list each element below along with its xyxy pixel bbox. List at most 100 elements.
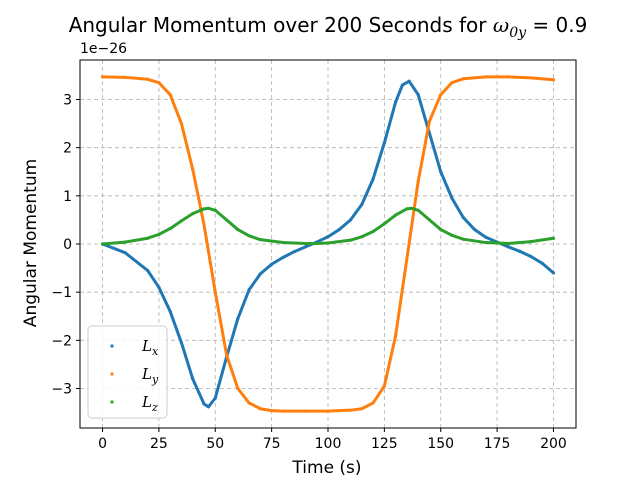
series-ly-point	[213, 290, 217, 294]
series-ly-point	[506, 75, 510, 79]
series-lx-point	[292, 250, 296, 254]
series-lx-point	[407, 79, 411, 83]
legend: Lx Ly Lz	[87, 325, 168, 419]
series-lz-point	[315, 241, 319, 246]
y-tick-label: 2	[63, 141, 72, 157]
series-lx-point	[247, 288, 251, 292]
series-lx-point	[179, 341, 184, 345]
series-lz-point	[258, 238, 262, 242]
x-tick-label: 50	[206, 436, 224, 452]
legend-marker-ly	[110, 372, 114, 376]
series-lx-point	[506, 245, 510, 249]
series-lx-point	[258, 272, 262, 276]
series-lz-point	[157, 232, 161, 236]
series-lz-point	[551, 236, 556, 240]
series-ly-point	[247, 401, 251, 405]
x-tick-label: 175	[484, 436, 511, 452]
legend-label-lz: Lz	[141, 393, 158, 414]
series-lx-point	[360, 202, 364, 207]
series-lz-point	[484, 240, 488, 245]
series-ly-point	[405, 256, 409, 261]
y-tick-label: 3	[63, 92, 72, 108]
series-lx-point	[281, 255, 285, 260]
series-ly-point	[461, 77, 465, 81]
series-lx-point	[168, 309, 172, 314]
legend-label-lx: Lx	[141, 337, 159, 358]
series-lx-point	[461, 215, 465, 220]
title-suffix: = 0.9	[526, 13, 587, 37]
series-ly-point	[258, 407, 262, 411]
series-lz-point	[439, 227, 443, 232]
series-ly-point	[360, 407, 364, 411]
series-lx-point	[529, 254, 533, 259]
series-lx-point	[348, 218, 353, 222]
series-lz-point	[371, 229, 375, 234]
series-lx-point	[157, 285, 161, 289]
series-lx-point	[123, 251, 127, 255]
series-ly-point	[348, 408, 353, 412]
series-lz-point	[326, 241, 330, 245]
y-tick-label: 0	[63, 237, 72, 253]
series-lz-point	[179, 219, 184, 223]
series-lz-point	[123, 240, 127, 244]
y-tick-label: −1	[51, 285, 72, 301]
series-lz-point	[427, 218, 432, 222]
series-ly-point	[326, 409, 330, 413]
series-ly-point	[202, 223, 206, 227]
series-ly-point	[168, 93, 172, 97]
series-ly-point	[394, 333, 398, 338]
series-ly-point	[303, 409, 308, 413]
series-lz-point	[168, 226, 172, 231]
series-lx-point	[202, 402, 206, 406]
x-tick-label: 0	[98, 436, 107, 452]
series-lz-point	[191, 212, 195, 216]
legend-marker-lz	[110, 400, 114, 404]
series-lz-point	[213, 208, 217, 212]
series-lx-point	[236, 317, 240, 321]
series-ly-point	[484, 75, 488, 79]
series-ly-point	[123, 75, 127, 79]
series-ly-point	[281, 409, 285, 413]
title-subscript: 0y	[509, 25, 527, 41]
series-ly-curve	[101, 75, 555, 413]
series-lx-point	[400, 83, 404, 87]
x-tick-label: 25	[150, 436, 168, 452]
series-lz-curve	[101, 206, 555, 246]
series-lx-point	[213, 396, 217, 400]
series-ly-point	[529, 76, 533, 80]
series-ly-point	[146, 77, 150, 81]
series-lx-point	[394, 100, 398, 104]
series-lx-point	[303, 245, 308, 249]
x-axis-label: Time (s)	[291, 458, 361, 478]
series-lz-point	[394, 213, 398, 217]
series-lz-point	[360, 235, 364, 239]
series-lz-point	[382, 222, 386, 226]
series-lz-point	[416, 208, 420, 212]
series-ly-point	[416, 179, 420, 183]
series-lx-point	[472, 227, 477, 232]
ticks: 0 25 50 75 100 125 150 175 200 −3 −2 −1 0 1 2 3	[51, 92, 566, 452]
x-tick-label: 125	[371, 436, 398, 452]
series-lx-point	[518, 249, 522, 253]
x-tick-label: 150	[427, 436, 454, 452]
series-ly-point	[157, 81, 161, 85]
series-lz-point	[236, 227, 240, 232]
series-ly-point	[191, 167, 195, 171]
title-prefix: Angular Momentum over 200 Seconds for	[69, 13, 493, 37]
series-ly-point	[382, 384, 386, 388]
series-lz-point	[100, 242, 105, 246]
series-lx-point	[191, 377, 195, 381]
x-tick-label: 100	[315, 436, 342, 452]
series-lx-point	[382, 141, 386, 145]
series-lx-point	[326, 235, 330, 239]
series-lx-point	[416, 93, 420, 97]
series-lz-point	[281, 240, 285, 245]
series-ly-point	[270, 409, 274, 413]
y-offset-label: 1e−26	[80, 41, 127, 57]
y-axis-label: Angular Momentum	[21, 159, 41, 327]
series-lz-point	[146, 236, 150, 240]
chart-title: Angular Momentum over 200 Seconds for ω0…	[69, 13, 588, 41]
series-lx-point	[146, 268, 150, 273]
series-lz-point	[529, 239, 533, 244]
series-lx-point	[337, 227, 341, 232]
